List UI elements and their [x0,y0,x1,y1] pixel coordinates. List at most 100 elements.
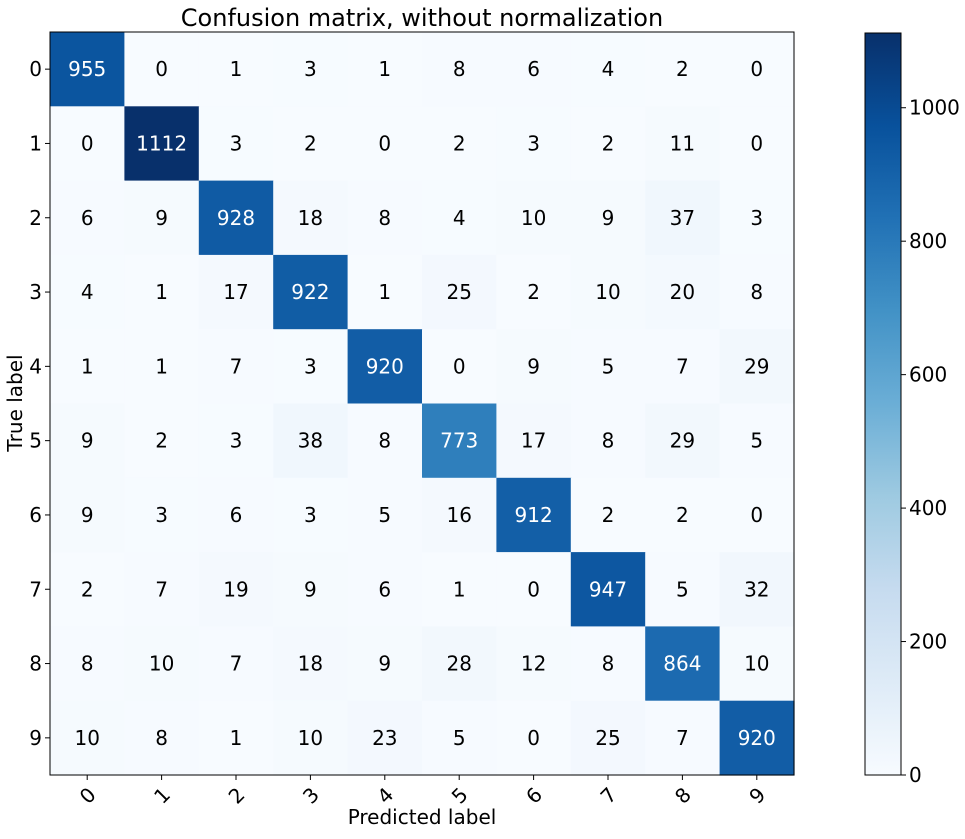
y-axis-label: True label [3,354,27,452]
heatmap-cell [422,700,497,776]
cell-value-label: 8 [602,429,615,453]
cell-value-label: 8 [378,429,391,453]
cell-value-label: 6 [81,206,94,230]
heatmap-cell [719,329,795,405]
cell-value-label: 25 [446,280,471,304]
heatmap-cell [50,32,125,107]
x-tick-label: 2 [224,783,250,809]
heatmap-cell [50,180,125,256]
heatmap-cell [570,552,646,627]
cell-value-label: 2 [304,131,317,155]
heatmap-cell [198,32,274,107]
cell-value-label: 37 [670,206,695,230]
cell-value-label: 18 [298,206,323,230]
heatmap-cell [347,403,423,479]
heatmap-cell [347,32,423,107]
heatmap-cell [645,626,721,702]
heatmap-cell [124,403,200,479]
cell-value-label: 9 [304,577,317,601]
cell-value-label: 773 [440,429,478,453]
heatmap-cell [198,552,274,627]
x-tick-label: 3 [298,783,324,809]
cell-value-label: 1 [453,577,466,601]
cell-value-label: 12 [521,652,546,676]
colorbar-tick-label: 800 [909,229,947,253]
cell-value-label: 2 [453,131,466,155]
cell-value-label: 8 [453,57,466,81]
x-tick-label: 7 [596,783,622,809]
heatmap-cell [198,403,274,479]
heatmap-cell [719,403,795,479]
heatmap-cell [422,32,497,107]
heatmap-cell [422,477,497,553]
cell-value-label: 6 [527,57,540,81]
heatmap-cell [347,106,423,182]
y-tick-label: 8 [29,652,42,676]
heatmap-cell [645,32,721,107]
heatmap-cell [496,329,572,405]
cell-value-label: 11 [670,131,695,155]
cell-value-label: 0 [453,354,466,378]
x-axis-label: Predicted label [348,805,497,829]
cell-value-label: 9 [81,429,94,453]
cell-value-label: 10 [595,280,620,304]
cell-value-label: 9 [602,206,615,230]
heatmap-cell [273,254,349,330]
cell-value-label: 920 [738,726,776,750]
cell-value-label: 25 [595,726,620,750]
cell-value-label: 3 [230,429,243,453]
cell-value-label: 7 [676,354,689,378]
cell-value-label: 18 [298,652,323,676]
heatmap-cell [496,32,572,107]
cell-value-label: 10 [74,726,99,750]
heatmap-cell [570,254,646,330]
heatmap-cell-labels: 955 0 1 3 1 8 6 4 2 00 1112 3 2 0 2 3 2 11 06 9 928 18 8 4 10 9 37… [68,57,776,750]
heatmap-cell [645,403,721,479]
cell-value-label: 3 [750,206,763,230]
heatmap-cell [124,106,200,182]
cell-value-label: 9 [155,206,168,230]
cell-value-label: 3 [304,354,317,378]
heatmap-cell [198,254,274,330]
heatmap-cell [422,626,497,702]
heatmap-cell [124,700,200,776]
heatmap-cell [124,254,200,330]
cell-value-label: 10 [744,652,769,676]
heatmap-cell [719,477,795,553]
heatmap-cell [273,700,349,776]
x-tick-label: 1 [149,783,175,809]
heatmap-cell [273,626,349,702]
cell-value-label: 3 [155,503,168,527]
x-tick-label: 6 [521,783,547,809]
chart-title: Confusion matrix, without normalization [181,4,663,32]
y-tick-label: 1 [29,131,42,155]
heatmap-cell [124,477,200,553]
heatmap-cell [570,477,646,553]
cell-value-label: 1 [378,280,391,304]
cell-value-label: 10 [149,652,174,676]
heatmap-cell [496,477,572,553]
cell-value-label: 6 [230,503,243,527]
cell-value-label: 1112 [136,131,187,155]
heatmap-cell [273,477,349,553]
cell-value-label: 2 [676,57,689,81]
cell-value-label: 10 [298,726,323,750]
cell-value-label: 7 [155,577,168,601]
cell-value-label: 947 [589,577,627,601]
cell-value-label: 8 [378,206,391,230]
heatmap-cell [124,329,200,405]
cell-value-label: 28 [446,652,471,676]
colorbar-tick-label: 200 [909,630,947,654]
cell-value-label: 17 [521,429,546,453]
heatmap-cell [570,626,646,702]
cell-value-label: 4 [453,206,466,230]
cell-value-label: 920 [366,354,404,378]
heatmap-cell [347,626,423,702]
cell-value-label: 16 [446,503,471,527]
heatmap-cell [124,552,200,627]
cell-value-label: 5 [602,354,615,378]
cell-value-label: 10 [521,206,546,230]
cell-value-label: 5 [378,503,391,527]
cell-value-label: 8 [81,652,94,676]
